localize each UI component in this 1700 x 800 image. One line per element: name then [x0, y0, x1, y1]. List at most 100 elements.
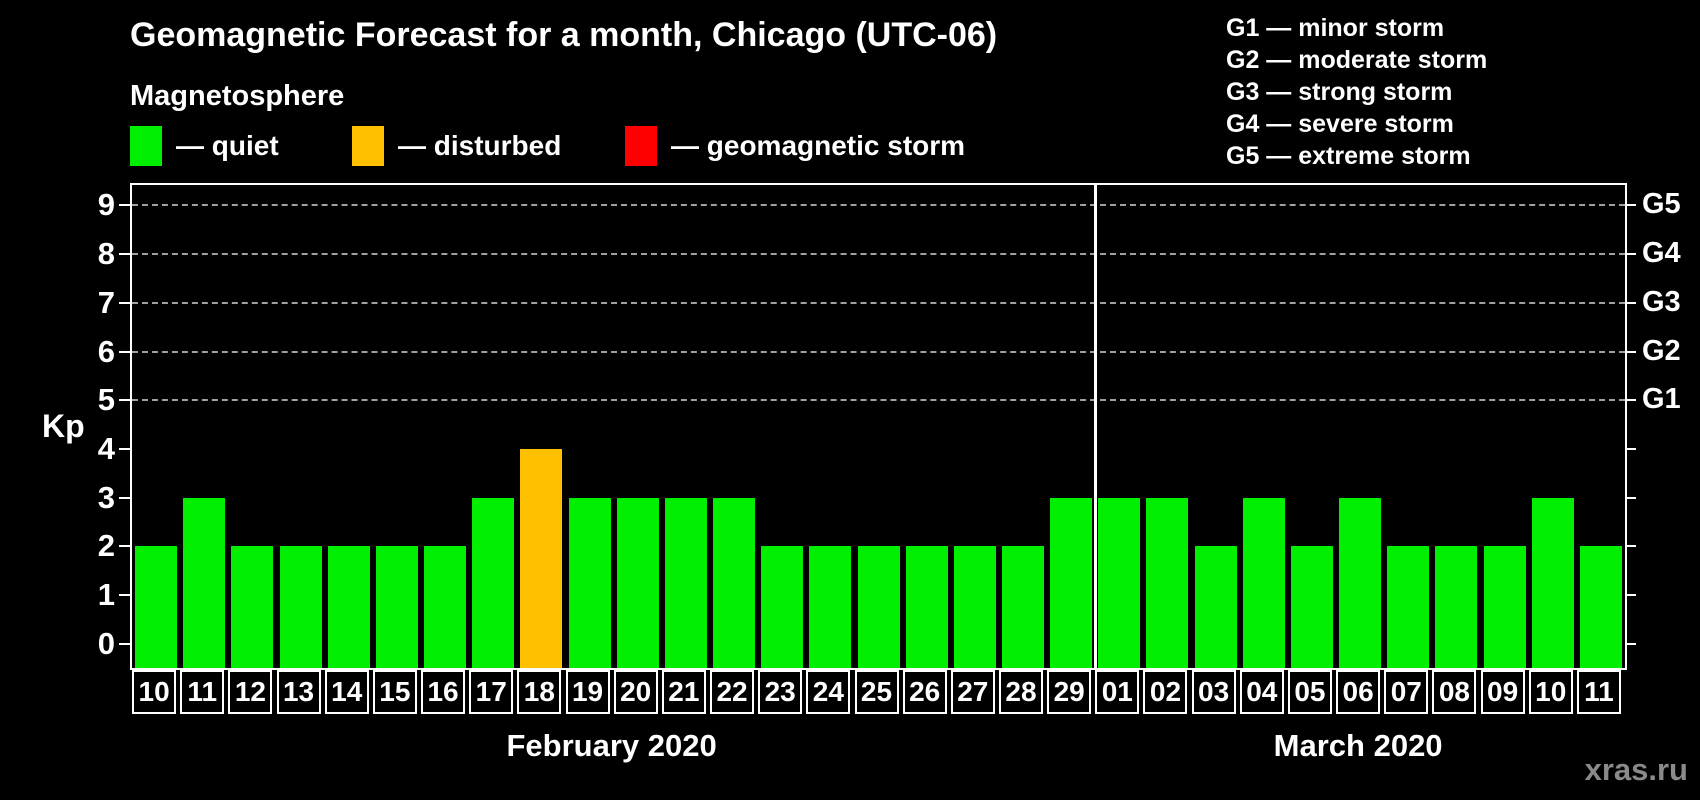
date-cell-16: 16: [421, 670, 466, 714]
legend-label-disturbed: — disturbed: [398, 130, 562, 161]
date-cell-29: 29: [1047, 670, 1092, 714]
y-tick-label-6: 6: [97, 333, 115, 369]
kp-bar-22: [713, 497, 756, 668]
kp-bar-04: [1242, 497, 1285, 668]
y-tick-left-3: [119, 496, 130, 499]
g-scale-label-g4: G4: [1642, 237, 1681, 270]
date-cell-06: 06: [1336, 670, 1381, 714]
y-tick-right-8: [1625, 253, 1636, 256]
kp-bar-13: [279, 546, 322, 668]
kp-bar-19: [568, 497, 611, 668]
y-tick-left-9: [119, 204, 130, 207]
legend-label-quiet: — quiet: [176, 130, 279, 161]
kp-bar-12: [231, 546, 274, 668]
y-tick-left-7: [119, 301, 130, 304]
y-tick-left-2: [119, 545, 130, 548]
g-scale-label-g3: G3: [1642, 285, 1681, 318]
date-cell-15: 15: [372, 670, 417, 714]
kp-bar-26: [905, 546, 948, 668]
y-tick-label-0: 0: [97, 625, 115, 661]
date-cell-25: 25: [854, 670, 899, 714]
magnetosphere-label: Magnetosphere: [130, 80, 345, 112]
gridline-kp5: [132, 399, 1625, 402]
month-label-february: February 2020: [506, 728, 717, 763]
date-cell-11: 11: [1576, 670, 1621, 714]
date-cell-27: 27: [950, 670, 995, 714]
storm-scale-g4: G4 — severe storm: [1226, 110, 1454, 138]
date-cell-01: 01: [1095, 670, 1140, 714]
y-tick-label-4: 4: [97, 430, 115, 466]
y-tick-right-6: [1625, 350, 1636, 353]
y-tick-right-5: [1625, 399, 1636, 402]
y-tick-right-0: [1625, 642, 1636, 645]
kp-bar-10: [1531, 497, 1574, 668]
kp-bar-10: [135, 546, 178, 668]
date-cell-11: 11: [180, 670, 225, 714]
kp-bar-15: [375, 546, 418, 668]
kp-bar-06: [1339, 497, 1382, 668]
legend-item-disturbed: — disturbed: [352, 126, 561, 166]
plot-area: 0 1 2 3 4 5 6 7 8 9 G1 G2 G3 G4 G5: [98, 183, 1681, 670]
y-tick-right-1: [1625, 593, 1636, 596]
date-cell-10: 10: [1528, 670, 1573, 714]
month-separator-line: [1093, 183, 1097, 670]
kp-bar-20: [616, 497, 659, 668]
date-axis: 10 11 12 13 14 15 16 17 18 19 20 21 22 23 24 25 26 27 28 29…: [130, 670, 1627, 718]
date-cell-12: 12: [228, 670, 273, 714]
kp-bar-16: [424, 546, 467, 668]
g-scale-label-g5: G5: [1642, 188, 1681, 221]
y-tick-right-3: [1625, 496, 1636, 499]
kp-bar-02: [1146, 497, 1189, 668]
storm-scale-legend: G1 — minor storm G2 — moderate storm G3 …: [1226, 12, 1487, 172]
gridline-kp7: [132, 301, 1625, 304]
y-tick-label-5: 5: [97, 382, 115, 418]
gridline-kp9: [132, 204, 1625, 207]
date-cell-09: 09: [1480, 670, 1525, 714]
kp-bar-21: [664, 497, 707, 668]
date-cell-08: 08: [1432, 670, 1477, 714]
date-cell-21: 21: [661, 670, 706, 714]
quiet-color-swatch: [130, 126, 162, 166]
kp-bar-25: [857, 546, 900, 668]
legend-item-storm: — geomagnetic storm: [625, 126, 965, 166]
y-tick-right-9: [1625, 204, 1636, 207]
y-tick-label-1: 1: [97, 576, 115, 612]
kp-bar-07: [1387, 546, 1430, 668]
kp-bar-11: [1579, 546, 1622, 668]
gridline-kp8: [132, 253, 1625, 256]
kp-bar-09: [1483, 546, 1526, 668]
y-tick-left-5: [119, 399, 130, 402]
y-tick-left-6: [119, 350, 130, 353]
kp-color-legend: — quiet — disturbed — geomagnetic storm: [0, 126, 1000, 170]
kp-bar-17: [472, 497, 515, 668]
date-cell-17: 17: [469, 670, 514, 714]
y-tick-left-8: [119, 253, 130, 256]
date-cell-28: 28: [998, 670, 1043, 714]
date-cell-02: 02: [1143, 670, 1188, 714]
date-cell-18: 18: [517, 670, 562, 714]
legend-item-quiet: — quiet: [130, 126, 279, 166]
date-cell-04: 04: [1239, 670, 1284, 714]
legend-label-storm: — geomagnetic storm: [671, 130, 966, 161]
date-cell-07: 07: [1384, 670, 1429, 714]
y-tick-left-0: [119, 642, 130, 645]
gridline-kp6: [132, 350, 1625, 353]
storm-scale-g5: G5 — extreme storm: [1226, 142, 1471, 170]
date-cell-26: 26: [902, 670, 947, 714]
month-labels: February 2020 March 2020: [130, 728, 1627, 768]
kp-bar-03: [1194, 546, 1237, 668]
date-cell-19: 19: [565, 670, 610, 714]
y-axis-label-kp: Kp: [42, 408, 85, 444]
date-cell-23: 23: [758, 670, 803, 714]
watermark-xras: xras.ru: [1584, 752, 1688, 787]
g-scale-label-g2: G2: [1642, 334, 1681, 367]
date-cell-03: 03: [1191, 670, 1236, 714]
storm-scale-g1: G1 — minor storm: [1226, 14, 1445, 42]
y-tick-label-9: 9: [97, 187, 115, 223]
kp-bar-05: [1290, 546, 1333, 668]
storm-color-swatch: [625, 126, 657, 166]
disturbed-color-swatch: [352, 126, 384, 166]
date-cell-20: 20: [613, 670, 658, 714]
month-label-march: March 2020: [1273, 728, 1443, 763]
